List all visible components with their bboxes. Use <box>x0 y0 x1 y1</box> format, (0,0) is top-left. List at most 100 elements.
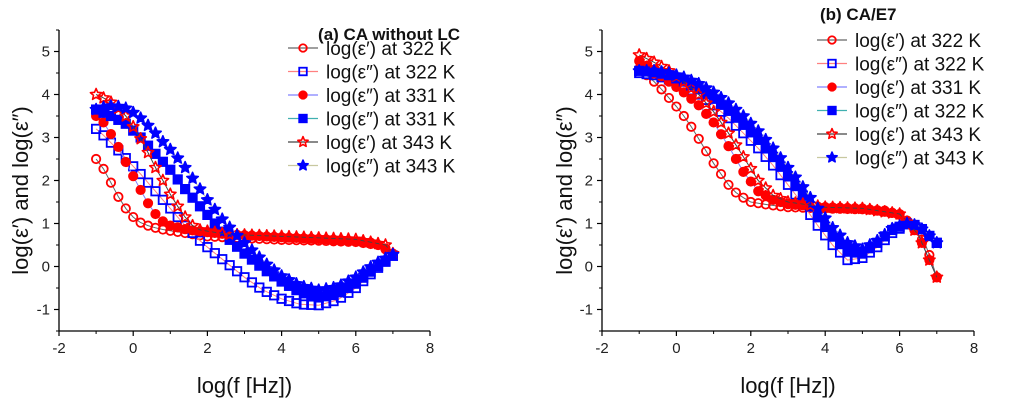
legend-label: log(ε″) at 331 K <box>326 86 456 107</box>
data-point <box>715 168 727 180</box>
data-point <box>878 205 892 218</box>
data-point <box>759 132 773 146</box>
legend-item: log(ε″) at 343 K <box>288 157 456 178</box>
legend-item: log(ε′) at 331 K <box>817 78 981 99</box>
data-point <box>656 84 667 95</box>
data-point <box>855 201 869 215</box>
data-point <box>200 224 214 237</box>
legend-item: log(ε′) at 322 K <box>288 39 452 60</box>
data-point <box>150 208 161 220</box>
legend-label: log(ε″) at 343 K <box>326 157 456 178</box>
data-point <box>178 210 192 223</box>
legend-marker <box>297 135 309 148</box>
panel-title: (b) CA/E7 <box>820 5 897 24</box>
data-point <box>297 279 311 293</box>
y-axis-title: log(ε′) and log(ε″) <box>552 106 577 274</box>
legend-label: log(ε″) at 322 K <box>855 102 985 123</box>
data-point <box>134 111 148 124</box>
data-point <box>217 254 228 265</box>
data-point <box>714 90 728 104</box>
legend-item: log(ε′) at 343 K <box>817 125 981 146</box>
data-point <box>156 135 170 148</box>
data-point <box>142 198 154 209</box>
y-axis-title: log(ε′) and log(ε″) <box>8 106 33 274</box>
data-point <box>128 161 139 172</box>
data-point <box>759 181 773 194</box>
data-point <box>708 158 719 169</box>
data-point <box>774 191 788 205</box>
legend-label: log(ε′) at 343 K <box>326 133 452 154</box>
x-axis-title: log(f [Hz]) <box>197 373 292 398</box>
data-point <box>721 96 735 109</box>
data-point <box>231 266 243 277</box>
data-point <box>686 121 697 132</box>
data-point <box>156 173 170 187</box>
data-point <box>215 212 229 225</box>
data-point <box>105 128 117 140</box>
x-tick-label: -2 <box>52 340 65 357</box>
y-tick-label: 2 <box>42 173 50 190</box>
data-point <box>180 183 191 195</box>
legend-marker <box>826 151 838 163</box>
data-point <box>230 228 244 242</box>
legend-item: log(ε″) at 322 K <box>288 63 456 84</box>
data-point <box>356 234 370 247</box>
x-tick-label: 6 <box>352 340 360 357</box>
data-point <box>781 195 795 208</box>
data-point <box>655 65 669 78</box>
legend-label: log(ε″) at 343 K <box>855 149 985 170</box>
data-point <box>187 192 198 203</box>
panel-title: (a) CA without LC <box>318 25 460 44</box>
data-point <box>744 161 758 175</box>
x-tick-label: 2 <box>203 340 211 357</box>
data-point <box>120 156 131 168</box>
data-point <box>298 299 309 310</box>
data-point <box>686 93 697 104</box>
legend-marker <box>298 43 308 53</box>
y-tick-label: 4 <box>42 87 50 104</box>
legend-item: log(ε″) at 322 K <box>817 55 985 76</box>
data-point <box>863 202 877 216</box>
data-point <box>707 104 721 118</box>
data-point <box>141 118 155 132</box>
data-point <box>283 295 295 307</box>
data-point <box>803 190 817 204</box>
data-point <box>148 126 162 139</box>
data-point <box>135 184 146 196</box>
data-point <box>208 202 222 216</box>
data-point <box>260 257 274 270</box>
data-point <box>239 272 250 283</box>
legend-item: log(ε′) at 343 K <box>288 133 452 154</box>
data-point <box>751 173 765 187</box>
data-point <box>202 242 213 253</box>
data-point <box>930 236 944 249</box>
data-point <box>788 196 802 209</box>
data-point <box>150 186 161 197</box>
data-point <box>796 180 810 193</box>
data-point <box>671 101 682 112</box>
data-point <box>721 126 735 139</box>
data-point <box>202 209 213 220</box>
data-point <box>89 87 103 101</box>
data-point <box>736 150 750 163</box>
data-point <box>663 92 675 104</box>
legend-marker <box>826 127 838 140</box>
data-point <box>371 236 385 250</box>
data-point <box>678 110 689 122</box>
data-point <box>922 229 936 242</box>
x-tick-label: 2 <box>747 340 755 357</box>
legend-item: log(ε″) at 331 K <box>288 86 456 107</box>
data-point <box>194 235 206 246</box>
x-tick-label: 8 <box>970 340 978 357</box>
data-point <box>930 270 944 283</box>
data-point <box>276 293 287 304</box>
data-point <box>252 250 266 263</box>
data-point <box>237 236 252 249</box>
data-point <box>134 131 148 145</box>
data-point <box>729 102 743 116</box>
legend-label: log(ε″) at 322 K <box>855 55 985 76</box>
data-point <box>126 105 140 119</box>
data-point <box>224 260 235 271</box>
data-point <box>386 247 400 261</box>
data-point <box>178 160 192 174</box>
